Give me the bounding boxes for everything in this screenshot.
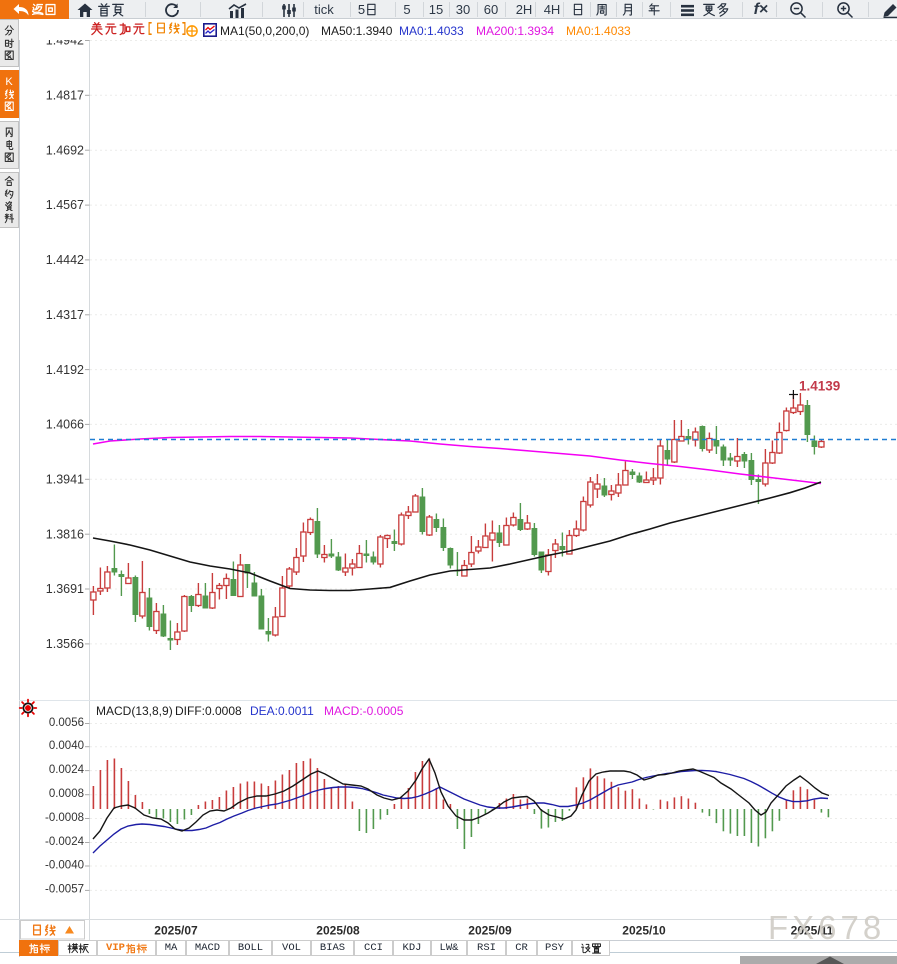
svg-text:1.3816: 1.3816 xyxy=(46,527,84,541)
svg-text:1.3691: 1.3691 xyxy=(46,582,84,596)
svg-text:-0.0024: -0.0024 xyxy=(45,836,85,848)
svg-text:-0.0008: -0.0008 xyxy=(45,812,84,824)
svg-text:1.4442: 1.4442 xyxy=(46,253,84,267)
svg-text:0.0008: 0.0008 xyxy=(49,788,84,800)
svg-text:1.4192: 1.4192 xyxy=(46,363,84,377)
svg-text:1.3941: 1.3941 xyxy=(46,473,84,487)
svg-text:1.4692: 1.4692 xyxy=(46,143,84,157)
svg-text:-0.0057: -0.0057 xyxy=(45,884,84,896)
svg-text:2025/08: 2025/08 xyxy=(316,924,360,938)
svg-text:FX678: FX678 xyxy=(768,909,885,946)
svg-text:2025/09: 2025/09 xyxy=(468,924,512,938)
svg-text:0.0056: 0.0056 xyxy=(49,717,84,729)
svg-text:1.4817: 1.4817 xyxy=(46,89,84,103)
svg-text:0.0040: 0.0040 xyxy=(49,740,84,752)
svg-text:2025/10: 2025/10 xyxy=(622,924,666,938)
svg-text:-0.0040: -0.0040 xyxy=(45,859,84,871)
svg-text:1.3566: 1.3566 xyxy=(46,637,84,651)
svg-text:1.4317: 1.4317 xyxy=(46,308,84,322)
svg-text:2025/11: 2025/11 xyxy=(791,924,834,938)
svg-text:1.4139: 1.4139 xyxy=(799,379,840,394)
svg-text:1.4567: 1.4567 xyxy=(46,198,84,212)
svg-text:2025/07: 2025/07 xyxy=(154,924,198,938)
svg-text:1.4066: 1.4066 xyxy=(46,418,84,432)
svg-text:0.0024: 0.0024 xyxy=(49,764,85,776)
